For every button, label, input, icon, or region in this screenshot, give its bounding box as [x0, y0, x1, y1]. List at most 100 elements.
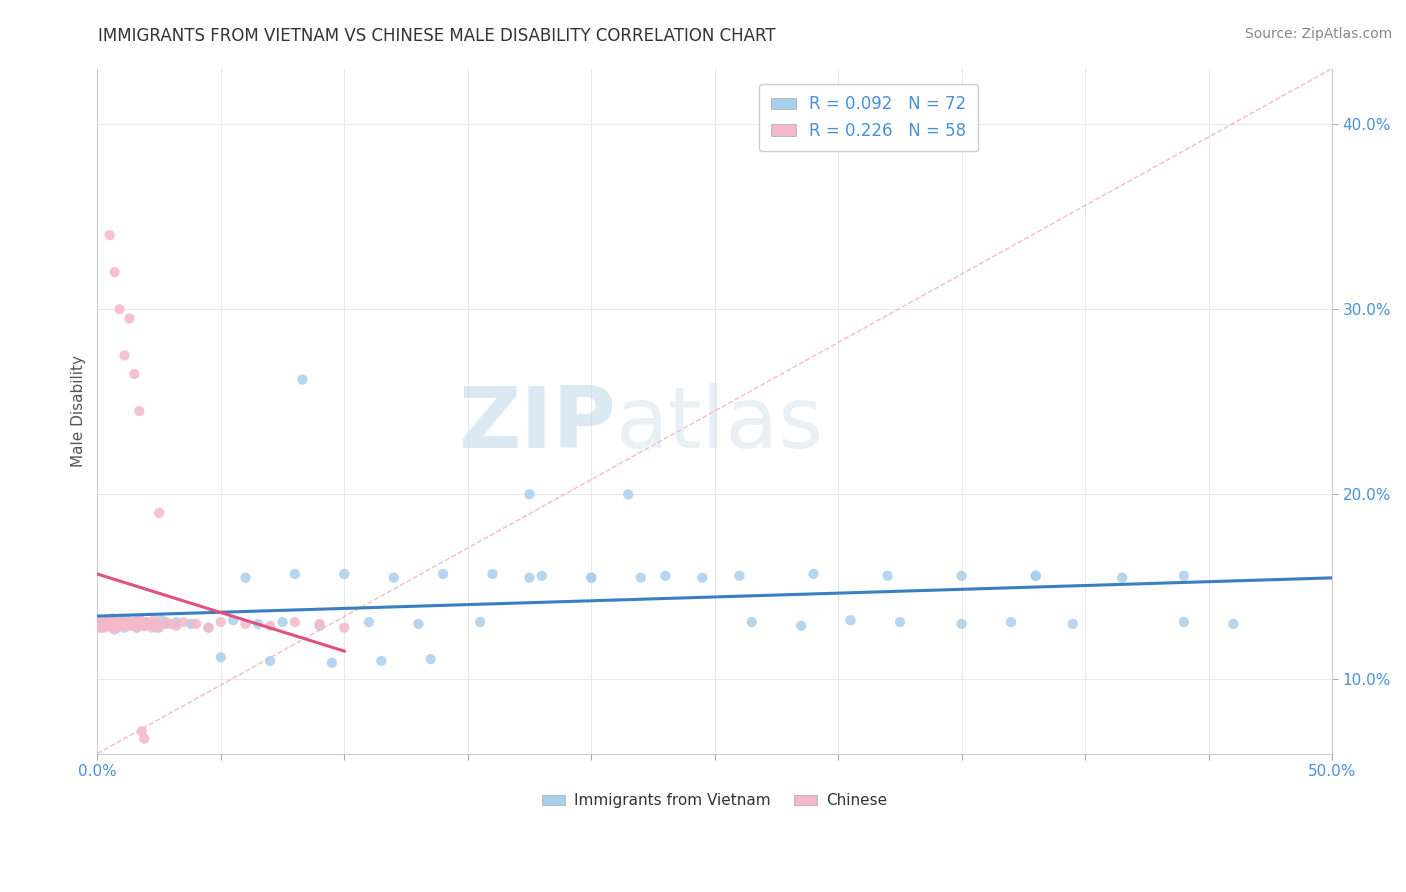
Point: [165, 619, 187, 633]
Point: [114, 616, 136, 631]
Point: [141, 621, 163, 635]
Point: [135, 615, 157, 629]
Point: [105, 621, 128, 635]
Point: [98, 619, 121, 633]
Point: [115, 613, 138, 627]
Point: [876, 569, 898, 583]
Point: [468, 615, 491, 629]
Point: [284, 615, 307, 629]
Point: [160, 616, 183, 631]
Point: [259, 619, 281, 633]
Point: [125, 621, 148, 635]
Point: [89, 616, 111, 631]
Point: [108, 619, 131, 633]
Point: [209, 650, 232, 665]
Point: [128, 611, 150, 625]
Point: [222, 613, 245, 627]
Point: [114, 615, 136, 629]
Point: [235, 571, 257, 585]
Point: [111, 619, 134, 633]
Point: [839, 613, 862, 627]
Point: [803, 566, 825, 581]
Point: [150, 613, 173, 627]
Point: [94, 621, 117, 635]
Point: [180, 616, 202, 631]
Point: [145, 621, 167, 635]
Point: [104, 616, 127, 631]
Point: [111, 615, 134, 629]
Point: [728, 569, 751, 583]
Point: [125, 621, 148, 635]
Point: [950, 616, 973, 631]
Point: [121, 615, 143, 629]
Point: [89, 621, 111, 635]
Point: [519, 487, 541, 501]
Legend: Immigrants from Vietnam, Chinese: Immigrants from Vietnam, Chinese: [536, 787, 893, 814]
Point: [104, 613, 127, 627]
Point: [291, 372, 314, 386]
Point: [333, 566, 356, 581]
Point: [118, 616, 141, 631]
Point: [143, 613, 166, 627]
Point: [114, 621, 136, 635]
Point: [308, 619, 330, 633]
Point: [128, 404, 150, 418]
Point: [128, 613, 150, 627]
Point: [408, 616, 430, 631]
Point: [108, 613, 131, 627]
Point: [94, 613, 117, 627]
Point: [98, 615, 121, 629]
Point: [284, 566, 307, 581]
Point: [96, 613, 118, 627]
Point: [124, 615, 146, 629]
Point: [889, 615, 911, 629]
Point: [96, 619, 118, 633]
Point: [950, 569, 973, 583]
Point: [121, 619, 143, 633]
Point: [104, 623, 127, 637]
Point: [333, 621, 356, 635]
Point: [382, 571, 405, 585]
Text: ZIP: ZIP: [458, 384, 616, 467]
Point: [259, 654, 281, 668]
Point: [481, 566, 503, 581]
Point: [134, 619, 156, 633]
Point: [135, 615, 157, 629]
Point: [184, 616, 207, 631]
Point: [101, 611, 124, 625]
Point: [692, 571, 714, 585]
Point: [141, 616, 163, 631]
Point: [131, 616, 153, 631]
Point: [124, 616, 146, 631]
Point: [630, 571, 652, 585]
Y-axis label: Male Disability: Male Disability: [72, 355, 86, 467]
Point: [1173, 569, 1195, 583]
Point: [308, 616, 330, 631]
Point: [118, 616, 141, 631]
Point: [1000, 615, 1022, 629]
Point: [1062, 616, 1084, 631]
Point: [581, 571, 603, 585]
Point: [91, 621, 114, 635]
Point: [519, 571, 541, 585]
Point: [581, 571, 603, 585]
Point: [105, 616, 128, 631]
Point: [235, 616, 257, 631]
Point: [108, 616, 131, 631]
Point: [357, 615, 380, 629]
Point: [94, 615, 117, 629]
Point: [741, 615, 763, 629]
Point: [108, 302, 131, 317]
Point: [91, 619, 114, 633]
Point: [131, 724, 153, 739]
Point: [124, 367, 146, 381]
Point: [101, 616, 124, 631]
Point: [105, 615, 128, 629]
Point: [1173, 615, 1195, 629]
Point: [115, 619, 138, 633]
Point: [246, 616, 269, 631]
Point: [134, 619, 156, 633]
Point: [1222, 616, 1244, 631]
Point: [101, 621, 124, 635]
Point: [114, 349, 136, 363]
